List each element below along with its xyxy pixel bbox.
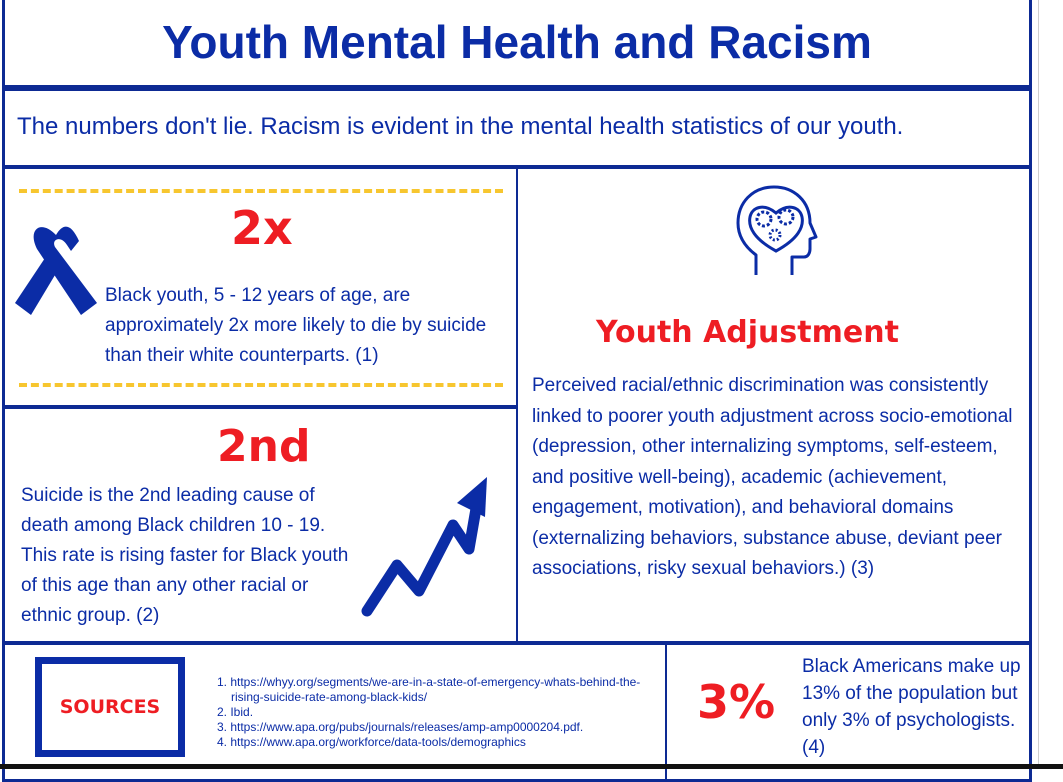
sources-label: SOURCES (59, 696, 161, 718)
top-dashed-divider (19, 189, 503, 193)
stat-panel-3pct: 3% Black Americans make up 13% of the po… (665, 642, 1032, 782)
sources-label-box: SOURCES (35, 657, 185, 757)
sources-list: 1. https://whyy.org/segments/we-are-in-a… (205, 675, 667, 750)
bottom-dashed-divider (19, 383, 503, 387)
source-item-1[interactable]: 1. https://whyy.org/segments/we-are-in-a… (217, 675, 641, 704)
head-gears-icon (736, 185, 818, 275)
stat-number-2x: 2x (231, 201, 293, 255)
youth-adjustment-panel: Youth Adjustment Perceived racial/ethnic… (516, 166, 1032, 644)
youth-adjustment-text: Perceived racial/ethnic discrimination w… (532, 375, 1013, 579)
stat-text-2nd: Suicide is the 2nd leading cause of deat… (21, 485, 349, 626)
stat-number-2nd: 2nd (217, 421, 311, 472)
title-banner: Youth Mental Health and Racism (2, 0, 1032, 88)
source-item-3[interactable]: 3. https://www.apa.org/pubs/journals/rel… (217, 720, 584, 734)
page-title: Youth Mental Health and Racism (162, 16, 872, 68)
awareness-ribbon-icon (15, 226, 97, 315)
sources-panel: SOURCES 1. https://whyy.org/segments/we-… (2, 642, 667, 782)
source-item-4[interactable]: 4. https://www.apa.org/workforce/data-to… (217, 735, 526, 749)
right-scroll-edge (1038, 0, 1063, 769)
youth-adjustment-heading: Youth Adjustment (596, 315, 899, 350)
stat-panel-2x: 2x Black youth, 5 - 12 years of age, are… (2, 166, 518, 408)
stat-panel-2nd: 2nd Suicide is the 2nd leading cause of … (2, 406, 518, 644)
rising-arrow-icon (361, 477, 487, 617)
source-item-2: 2. Ibid. (217, 705, 254, 719)
page-subtitle: The numbers don't lie. Racism is evident… (17, 113, 904, 140)
subtitle-banner: The numbers don't lie. Racism is evident… (2, 88, 1032, 168)
stat-text-3pct: Black Americans make up 13% of the popul… (802, 656, 1021, 758)
stat-text-2x: Black youth, 5 - 12 years of age, are ap… (105, 285, 487, 366)
stat-number-3pct: 3% (697, 675, 776, 729)
bottom-edge-bar (0, 764, 1063, 769)
